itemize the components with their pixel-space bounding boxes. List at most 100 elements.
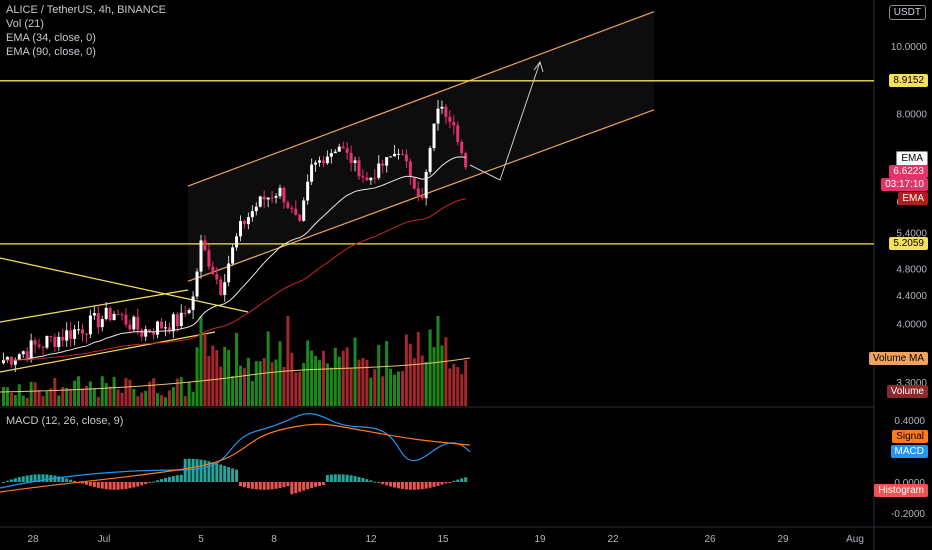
macd-histogram-bar [357,476,361,482]
candle-body [420,195,424,199]
macd-histogram-bar [33,474,37,482]
candle-body [17,354,21,361]
macd-histogram-bar [349,475,353,482]
volume-bar [377,344,381,406]
macd-histogram-bar [116,482,120,490]
candle-body [191,296,195,311]
ema34-legend[interactable]: EMA (34, close, 0) [6,32,96,44]
volume-bar [341,350,345,406]
candle-body [73,329,77,339]
macd-histogram-bar [290,482,294,495]
volume-bar [116,389,120,406]
candle-body [290,207,294,209]
time-tick-label: 19 [534,534,546,545]
macd-histogram-bar [448,482,452,483]
macd-histogram-bar [132,482,136,488]
time-tick-label: 5 [198,534,204,545]
macd-histogram-bar [460,478,464,482]
candle-body [349,152,353,163]
macd-histogram-bar [452,480,456,482]
volume-bar [203,333,207,406]
macd-histogram-bar [385,482,389,486]
macd-histogram-bar [144,482,148,485]
ema-lower-tag: EMA [898,192,928,205]
candle-body [333,151,337,154]
volume-bar [337,356,341,406]
volume-bar [270,362,274,406]
macd-histogram-bar [13,478,17,482]
candle-body [219,279,223,295]
volume-bars [2,316,468,406]
macd-histogram-bar [361,478,365,482]
candle-body [53,336,57,347]
candle-body [49,336,53,338]
macd-histogram-bar [337,474,341,482]
macd-histogram-bar [420,482,424,490]
macd-histogram-bar [227,467,231,482]
volume-bar [124,378,128,406]
macd-legend[interactable]: MACD (12, 26, close, 9) [6,415,124,427]
candle-body [270,197,274,199]
volume-bar [381,376,385,406]
macd-histogram-bar [440,482,444,485]
wedge-lower-line [0,331,216,373]
macd-histogram-bar [250,482,254,489]
candle-body [282,187,286,203]
volume-bar [207,356,211,406]
volume-bar [167,390,171,406]
volume-bar [100,376,104,406]
macd-histogram-bar [262,482,266,490]
countdown-tag: 03:17:10 [881,178,928,191]
price-tick-label: 8.0000 [896,110,927,121]
candle-body [258,196,262,207]
volume-bar [282,366,286,406]
volume-bar [239,365,242,406]
histogram-tag: Histogram [874,484,928,497]
candle-body [65,330,69,341]
time-tick-label: 15 [437,534,449,545]
volume-bar [250,380,254,406]
macd-histogram-bar [302,482,306,491]
macd-histogram-bar [298,482,302,492]
volume-bar [254,361,258,406]
currency-button[interactable]: USDT [888,5,926,20]
time-tick-label: 28 [27,534,39,545]
volume-legend[interactable]: Vol (21) [6,18,44,30]
macd-histogram-bar [81,482,84,484]
macd-histogram-bar [136,482,140,487]
time-tick-label: 26 [704,534,716,545]
volume-bar [191,391,195,406]
volume-bar [84,385,88,406]
macd-histogram-bar [223,465,227,482]
volume-bar [321,350,325,406]
volume-bar [65,387,69,406]
volume-bar [464,360,468,406]
volume-bar [290,352,294,406]
candle-body [369,177,373,181]
candle-body [175,314,179,327]
volume-bar [144,390,148,406]
volume-bar [400,371,404,406]
candle-body [432,123,436,149]
volume-bar [33,382,37,406]
symbol-title[interactable]: ALICE / TetherUS, 4h, BINANCE [6,4,166,16]
candle-body [100,319,104,328]
candle-body [239,220,242,237]
signal-line [0,423,471,493]
candle-body [400,153,404,155]
volume-bar [104,383,108,406]
volume-bar [286,316,290,406]
ema90-legend[interactable]: EMA (90, close, 0) [6,46,96,58]
volume-bar [223,346,227,406]
candle-body [318,160,321,163]
macd-histogram-bar [416,482,420,490]
time-tick-label: 22 [607,534,619,545]
volume-bar [258,361,262,406]
projection-arrowhead [533,60,544,73]
candle-body [345,148,349,153]
macd-histogram-bar [120,482,124,490]
volume-bar [448,368,452,406]
macd-histogram-bar [69,479,73,482]
candle-body [41,346,45,348]
